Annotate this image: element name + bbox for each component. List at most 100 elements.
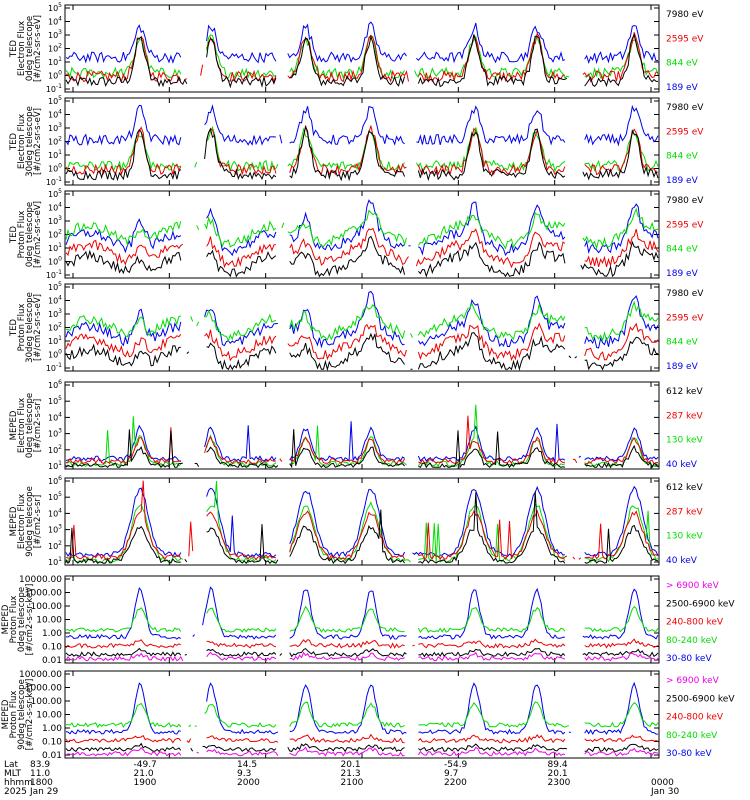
y-axis-label-line: [#/cm2-s-sr] [33, 495, 43, 548]
y-axis-label-line: Electron Flux [17, 114, 27, 169]
y-tick-label: 102 [48, 43, 62, 54]
y-axis-label-line: MEPED [1, 699, 11, 729]
x-axis-value: 14.5 [237, 760, 257, 770]
flux-trace [65, 235, 659, 278]
flux-trace [65, 21, 659, 65]
flux-trace [65, 300, 659, 342]
y-axis-label-line: TED [9, 318, 19, 337]
flux-trace [65, 429, 659, 469]
legend-entry: 844 eV [666, 59, 699, 69]
y-axis-label-line: MEPED [9, 506, 19, 536]
flux-trace [65, 34, 659, 80]
flux-trace [65, 33, 659, 89]
y-tick-label: 100 [48, 163, 62, 174]
legend-entry: 612 keV [666, 483, 703, 493]
x-axis-value: 21.0 [134, 769, 154, 779]
x-axis-value: 83.9 [30, 760, 50, 770]
y-axis-label-line: 90deg telescope [25, 486, 35, 557]
x-axis-value: 20.1 [341, 760, 361, 770]
y-tick-label: 104 [48, 507, 62, 518]
y-tick-label: 104 [48, 109, 62, 120]
legend-entry: 30-80 keV [666, 749, 712, 759]
y-tick-label: 104 [48, 411, 62, 422]
y-axis-label-line: Proton Flux [9, 596, 19, 644]
panel-frame [64, 575, 660, 664]
y-tick-label: 103 [48, 428, 62, 439]
flux-trace [65, 605, 659, 634]
legend-entry: 7980 eV [666, 103, 704, 113]
legend-entry: 2595 eV [666, 34, 704, 44]
y-axis-label-line: 0deg telescope [25, 16, 35, 81]
legend-entry: 189 eV [666, 269, 699, 279]
x-axis-value: 9.3 [237, 769, 251, 779]
y-tick-label: 104 [48, 295, 62, 306]
x-axis-value: 20.1 [548, 769, 568, 779]
y-axis-label-line: Proton Flux [9, 691, 19, 739]
panel-frame [64, 670, 660, 759]
x-axis-value: Jan 30 [650, 787, 679, 797]
legend-entry: 130 keV [666, 532, 703, 542]
flux-trace [65, 586, 659, 641]
flux-trace [65, 480, 659, 561]
y-tick-label: 105 [48, 395, 62, 406]
y-tick-label: 102 [48, 322, 62, 333]
legend-entry: 7980 eV [666, 196, 704, 206]
flux-trace [65, 125, 659, 173]
y-tick-label: 106 [48, 379, 62, 390]
y-tick-label: 103 [48, 215, 62, 226]
x-axis-value: 2000 [237, 778, 260, 788]
y-tick-label: 1000.00 [25, 684, 62, 694]
legend-entry: 80-240 keV [666, 731, 718, 741]
y-tick-label: 101 [48, 335, 62, 346]
flux-trace [65, 199, 659, 257]
flux-trace [65, 290, 659, 349]
flux-trace [65, 746, 659, 757]
y-tick-label: 10-1 [46, 362, 62, 373]
y-axis-label-line: TED [9, 225, 19, 244]
y-axis-label-line: [#/cm2-sr-s-eV] [33, 108, 43, 175]
legend-entry: 40 keV [666, 460, 698, 470]
panel-frame [64, 190, 660, 279]
y-axis-label-line: [#/cm2-sr-s-eV] [33, 15, 43, 82]
legend-entry: > 6900 keV [666, 676, 720, 686]
panel-frame [64, 283, 660, 372]
y-tick-label: 1.00 [42, 724, 62, 734]
y-tick-label: 100.00 [31, 697, 63, 707]
y-tick-label: 10.00 [36, 711, 62, 721]
y-tick-label: 104 [48, 16, 62, 27]
y-axis-label-line: 0deg telescope [25, 393, 35, 458]
y-tick-label: 101 [48, 242, 62, 253]
y-tick-label: 104 [48, 202, 62, 213]
y-tick-label: 101 [48, 460, 62, 471]
y-tick-label: 100 [48, 70, 62, 81]
y-tick-label: 102 [48, 444, 62, 455]
y-tick-label: 106 [48, 475, 62, 486]
legend-entry: 2500-6900 keV [666, 599, 735, 609]
flux-trace [65, 701, 659, 729]
flux-trace [65, 322, 659, 362]
flux-trace [65, 227, 659, 269]
legend-entry: 240-800 keV [666, 618, 724, 628]
y-tick-label: 10-1 [46, 83, 62, 94]
x-axis-value: 11.0 [30, 769, 50, 779]
legend-entry: > 6900 keV [666, 581, 720, 591]
y-axis-label-line: [#/cm2-s-sr-keV] [25, 584, 35, 656]
y-axis-label-line: 90deg telescope [17, 679, 27, 750]
flux-trace [65, 485, 659, 558]
y-axis-label-line: TED [9, 132, 19, 151]
y-axis-label-line: 0deg telescope [25, 202, 35, 267]
y-tick-label: 101 [48, 149, 62, 160]
legend-entry: 844 eV [666, 152, 699, 162]
y-tick-label: 100 [48, 349, 62, 360]
legend-entry: 189 eV [666, 83, 699, 93]
x-axis-value: 2200 [444, 778, 467, 788]
legend-entry: 7980 eV [666, 10, 704, 20]
legend-entry: 7980 eV [666, 289, 704, 299]
x-axis-value: -49.7 [134, 760, 157, 770]
y-tick-label: 103 [48, 524, 62, 535]
legend-entry: 612 keV [666, 387, 703, 397]
